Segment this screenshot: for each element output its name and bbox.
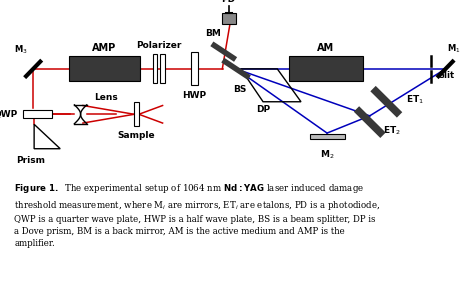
Bar: [222, 12, 236, 25]
Text: Sample: Sample: [118, 131, 155, 140]
Text: BM: BM: [205, 28, 221, 38]
Text: BS: BS: [233, 85, 246, 94]
Text: M$_3$: M$_3$: [15, 43, 28, 56]
Text: Polarizer: Polarizer: [136, 42, 182, 50]
Text: HWP: HWP: [182, 91, 206, 100]
Text: PD: PD: [221, 0, 235, 4]
Text: DP: DP: [256, 105, 270, 114]
Bar: [69, 56, 140, 81]
Bar: [310, 134, 345, 139]
Bar: [23, 110, 52, 118]
Text: ET$_2$: ET$_2$: [383, 125, 401, 137]
Bar: [134, 102, 139, 126]
Text: Lens: Lens: [94, 93, 118, 102]
Text: Slit: Slit: [438, 71, 455, 80]
Bar: [160, 54, 165, 83]
Text: Prism: Prism: [16, 156, 45, 165]
Text: AM: AM: [317, 43, 335, 53]
Bar: [289, 56, 363, 81]
Text: M$_2$: M$_2$: [320, 148, 335, 161]
Text: M$_1$: M$_1$: [447, 42, 461, 55]
Text: QWP: QWP: [0, 110, 18, 119]
Bar: [191, 52, 198, 85]
Text: ET$_1$: ET$_1$: [406, 93, 424, 105]
Text: AMP: AMP: [92, 43, 117, 53]
Bar: [153, 54, 157, 83]
Text: $\mathbf{Figure\ 1.}$  The experimental setup of 1064 nm $\mathbf{Nd{:}YAG}$ las: $\mathbf{Figure\ 1.}$ The experimental s…: [14, 182, 381, 248]
